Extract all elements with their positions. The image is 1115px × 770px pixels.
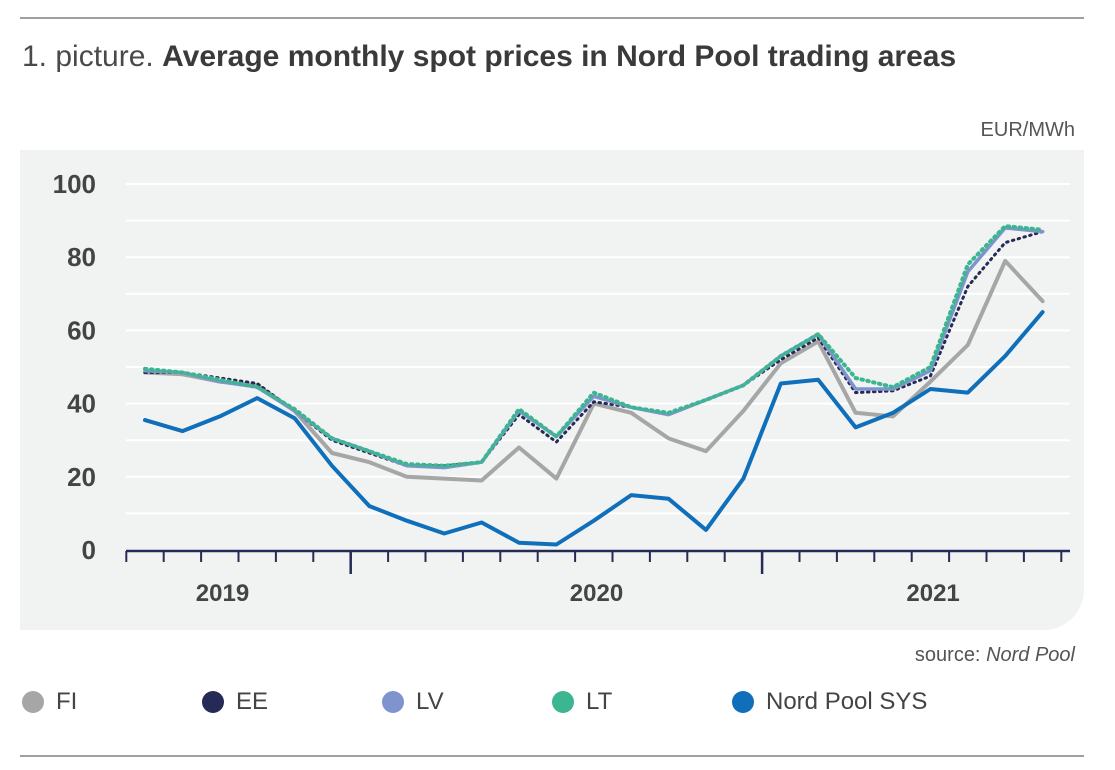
legend-label: EE: [236, 688, 269, 715]
series-line-ee: [143, 230, 1045, 468]
legend-label: Nord Pool SYS: [766, 688, 928, 715]
x-year-label: 2020: [570, 580, 623, 607]
legend-item: Nord Pool SYS: [732, 688, 927, 716]
legend-label: FI: [56, 688, 78, 715]
legend-swatch-icon: [552, 691, 574, 713]
y-tick-label: 100: [53, 169, 96, 199]
legend-swatch-icon: [22, 691, 44, 713]
x-year-label: 2019: [196, 580, 249, 607]
title-main: Average monthly spot prices in Nord Pool…: [162, 40, 957, 73]
y-axis-unit: EUR/MWh: [980, 119, 1075, 141]
y-tick-label: 40: [67, 389, 96, 419]
legend-item: FI: [22, 688, 77, 716]
source-name: Nord Pool: [986, 644, 1075, 666]
legend-label: LT: [586, 688, 613, 715]
series-line-nord-pool-sys: [143, 310, 1045, 547]
legend-swatch-icon: [382, 691, 404, 713]
source-note: source: Nord Pool: [915, 644, 1075, 667]
legend-label: LV: [416, 688, 444, 715]
x-year-label: 2021: [906, 580, 959, 607]
y-tick-label: 60: [67, 315, 96, 345]
legend-item: EE: [202, 688, 268, 716]
y-tick-label: 20: [67, 462, 96, 492]
series-line-lt: [143, 224, 1045, 468]
legend-swatch-icon: [202, 691, 224, 713]
legend-item: LT: [552, 688, 612, 716]
legend-swatch-icon: [732, 691, 754, 713]
y-tick-label: 0: [82, 535, 96, 565]
chart-title: 1. picture. Average monthly spot prices …: [22, 40, 956, 74]
bottom-divider: [20, 755, 1084, 757]
title-prefix: 1. picture.: [22, 40, 154, 73]
legend-item: LV: [382, 688, 444, 716]
y-tick-label: 80: [67, 242, 96, 272]
series-line-lv: [143, 226, 1045, 470]
source-prefix: source:: [914, 644, 981, 666]
legend: FI EE LV LT Nord Pool SYS: [22, 688, 1082, 722]
top-divider: [20, 17, 1084, 19]
